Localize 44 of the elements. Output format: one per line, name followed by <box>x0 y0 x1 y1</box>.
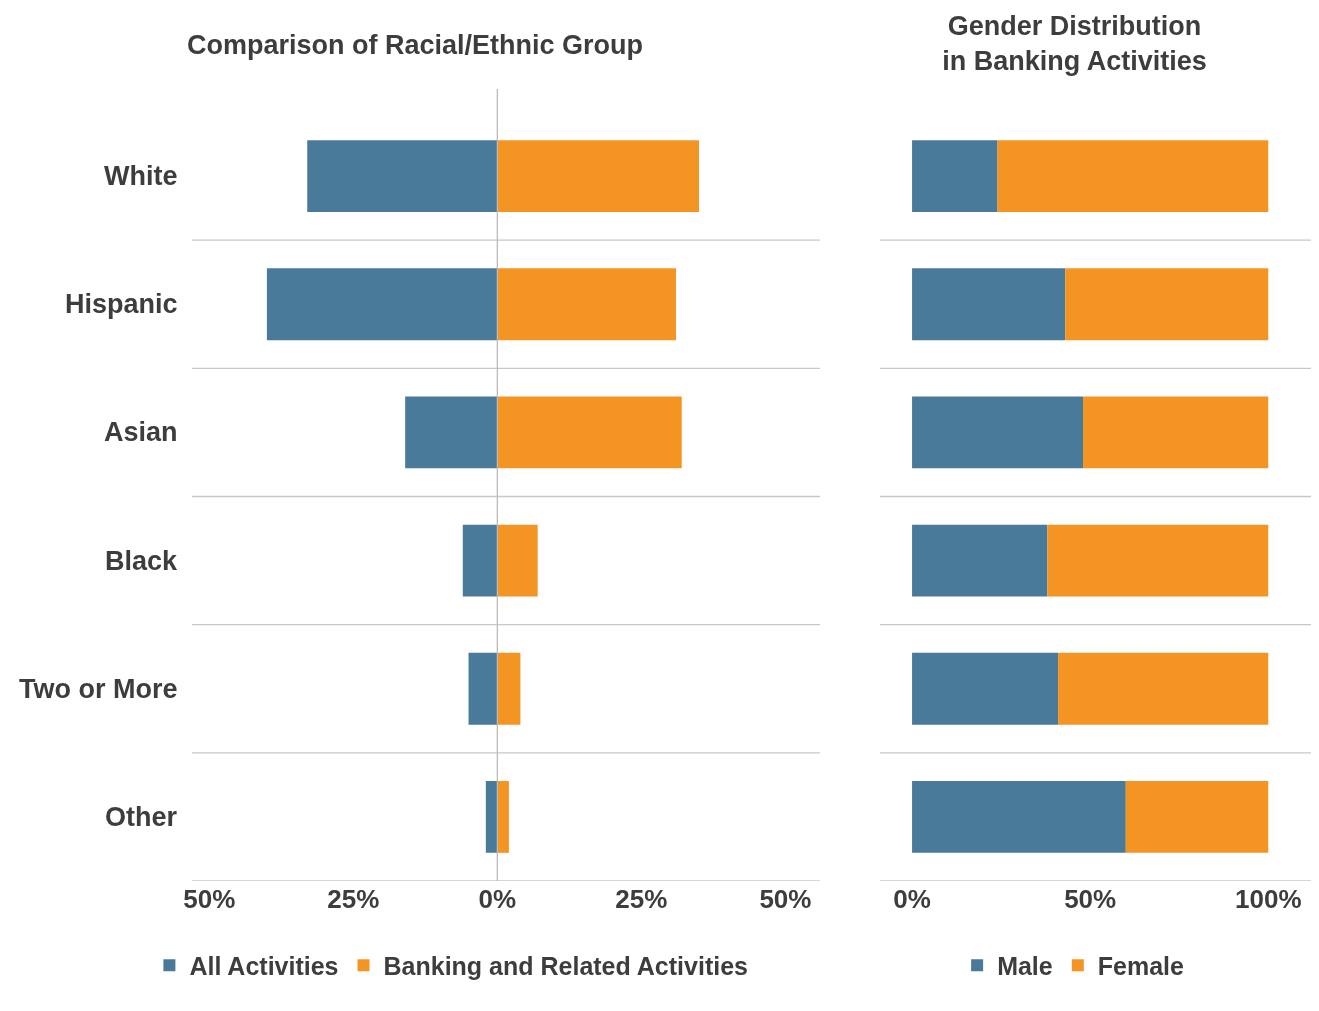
x-tick-label: 0% <box>893 884 931 914</box>
y-tick-label: Hispanic <box>65 289 178 319</box>
y-tick-label: Asian <box>104 417 178 447</box>
bar <box>462 524 498 597</box>
x-tick-label: 50% <box>1064 884 1117 914</box>
chart-title: Comparison of Racial/Ethnic Group <box>186 30 644 61</box>
y-tick-label: White <box>104 161 178 191</box>
bar <box>912 396 1084 469</box>
bar <box>497 652 521 725</box>
x-tick-label: 100% <box>1235 884 1302 914</box>
bar <box>497 396 682 469</box>
legend-label: Female <box>1097 952 1185 981</box>
x-tick-label: 25% <box>615 884 668 914</box>
bar <box>1083 396 1269 469</box>
x-tick-label: 50% <box>759 884 812 914</box>
x-tick-label: 50% <box>183 884 236 914</box>
y-tick-label: Other <box>105 802 178 832</box>
bar <box>912 268 1066 341</box>
bar <box>497 268 676 341</box>
bar <box>485 781 498 853</box>
bar <box>266 268 498 341</box>
bar <box>1047 524 1269 597</box>
bar <box>912 524 1048 597</box>
y-tick-label: Black <box>105 546 179 576</box>
bar <box>497 781 509 853</box>
legend-label: Banking and Related Activities <box>383 952 748 981</box>
bar <box>405 396 498 469</box>
x-tick-label: 0% <box>478 884 517 914</box>
chart-title: Gender Distribution in Banking Activities <box>942 11 1207 77</box>
bar <box>1065 268 1269 341</box>
bar <box>497 524 538 597</box>
bar <box>997 140 1269 212</box>
x-tick-label: 25% <box>327 884 380 914</box>
bar <box>497 140 700 212</box>
bar <box>1125 781 1269 853</box>
legend-label: All Activities <box>189 952 339 981</box>
legend-label: Male <box>997 952 1053 981</box>
bar <box>912 781 1126 853</box>
bar <box>912 652 1059 725</box>
bar <box>912 140 998 212</box>
y-tick-label: Two or More <box>19 674 178 704</box>
bar <box>1058 652 1269 725</box>
bar <box>307 140 498 212</box>
bar <box>468 652 498 725</box>
